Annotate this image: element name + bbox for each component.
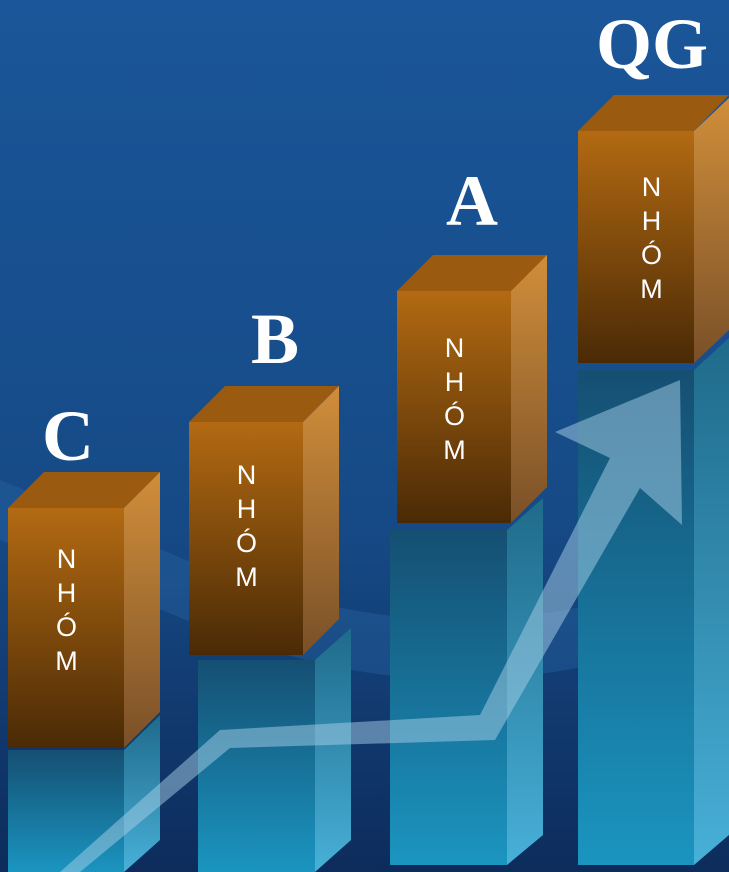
node-label: C <box>42 396 94 476</box>
node-label: B <box>250 299 300 379</box>
node-text: NHÓM <box>51 544 82 680</box>
node-text: NHÓM <box>636 172 667 308</box>
node-label: QG <box>595 4 708 84</box>
node-text: NHÓM <box>231 460 262 596</box>
node-text: NHÓM <box>439 333 470 469</box>
boxes <box>8 95 729 748</box>
node-label: A <box>446 161 498 241</box>
pillars <box>8 338 729 872</box>
arrow <box>60 380 682 872</box>
